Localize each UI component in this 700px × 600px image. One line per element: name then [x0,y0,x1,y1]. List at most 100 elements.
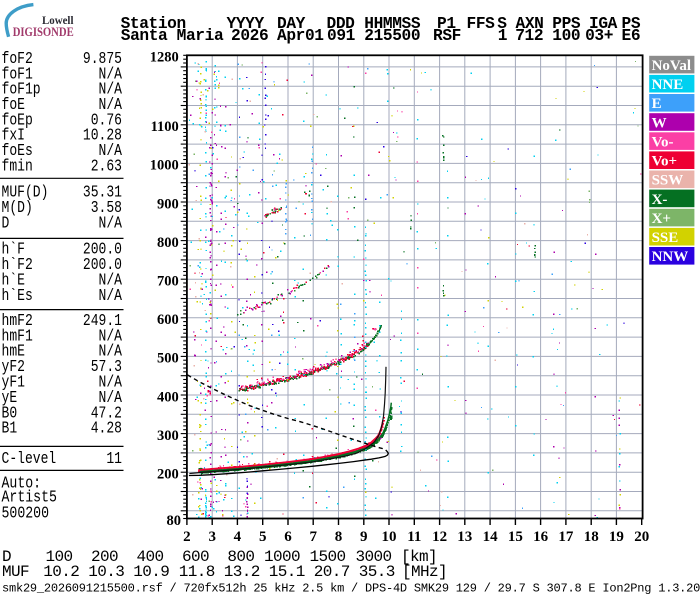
svg-text:DDD: DDD [327,15,356,33]
svg-text:500200: 500200 [2,506,50,524]
svg-text:5: 5 [259,529,267,545]
svg-text:X-: X- [652,192,668,208]
svg-text:yE: yE [2,390,18,408]
svg-text:foF1: foF1 [2,66,33,84]
svg-text:2.63: 2.63 [91,158,122,176]
svg-text:Artist5: Artist5 [2,490,57,508]
svg-text:712: 712 [515,27,543,45]
svg-text:900: 900 [157,196,179,212]
svg-text:16: 16 [533,529,549,545]
svg-text:SSW: SSW [652,173,684,189]
svg-text:800: 800 [227,548,254,566]
svg-text:hmE: hmE [2,343,26,361]
svg-text:M(D): M(D) [2,200,33,218]
svg-text:foEs: foEs [2,143,33,161]
svg-text:20.7: 20.7 [314,563,350,581]
svg-text:10.28: 10.28 [83,127,122,145]
svg-text:MUF(D): MUF(D) [2,184,49,202]
svg-text:47.2: 47.2 [91,405,122,423]
svg-text:100: 100 [46,548,73,566]
svg-text:215500: 215500 [364,27,420,45]
svg-text:h`E: h`E [2,272,26,290]
svg-text:4: 4 [234,529,242,545]
svg-text:80: 80 [167,513,182,529]
svg-text:57.3: 57.3 [91,359,122,377]
svg-text:N/A: N/A [99,66,123,84]
svg-text:N/A: N/A [99,288,123,306]
svg-text:N/A: N/A [99,215,123,233]
svg-text:15.1: 15.1 [269,563,305,581]
svg-text:2: 2 [183,529,191,545]
svg-text:15: 15 [508,529,523,545]
svg-text:6: 6 [284,529,292,545]
svg-text:1280: 1280 [150,50,179,66]
svg-text:20: 20 [634,529,649,545]
svg-text:Vo-: Vo- [652,135,674,151]
svg-text:PS: PS [622,15,641,33]
svg-text:FFS: FFS [467,15,496,33]
svg-text:1500: 1500 [310,548,346,566]
svg-text:11: 11 [106,451,122,469]
svg-text:0.76: 0.76 [91,112,122,130]
svg-text:fmin: fmin [2,158,33,176]
svg-text:C-level: C-level [2,451,57,469]
svg-text:h`F2: h`F2 [2,257,33,275]
svg-text:RSF: RSF [433,27,461,45]
svg-text:Vo+: Vo+ [652,154,678,170]
svg-text:B1: B1 [2,420,18,438]
svg-text:400: 400 [157,389,179,405]
svg-text:N/A: N/A [99,272,123,290]
svg-text:DIGISONDE: DIGISONDE [13,24,74,39]
svg-text:3: 3 [208,529,216,545]
svg-text:MUF: MUF [2,563,29,581]
svg-text:foF2: foF2 [2,51,33,69]
svg-text:8: 8 [335,529,343,545]
svg-text:10.9: 10.9 [133,563,169,581]
svg-text:249.1: 249.1 [83,313,122,331]
svg-text:SSE: SSE [652,230,679,246]
svg-text:foE: foE [2,97,26,115]
svg-text:smk29_2026091215500.rsf / 720f: smk29_2026091215500.rsf / 720fx512h 25 k… [2,581,700,595]
svg-text:13: 13 [457,529,472,545]
svg-text:N/A: N/A [99,343,123,361]
svg-text:HHMMSS: HHMMSS [364,15,421,33]
svg-text:11: 11 [407,529,421,545]
svg-text:N/A: N/A [99,390,123,408]
svg-text:Station: Station [121,15,186,33]
svg-text:091: 091 [327,27,356,45]
svg-text:35.3: 35.3 [359,563,395,581]
svg-text:19: 19 [609,529,624,545]
svg-text:N/A: N/A [99,81,123,99]
svg-text:11.8: 11.8 [179,563,215,581]
svg-text:Apr01: Apr01 [277,27,324,45]
svg-text:9.875: 9.875 [83,51,122,69]
svg-text:Santa Maria: Santa Maria [121,27,224,45]
svg-text:E: E [652,96,662,112]
svg-text:D: D [2,548,11,566]
svg-text:B0: B0 [2,405,18,423]
svg-text:3.58: 3.58 [91,200,122,218]
svg-text:200.0: 200.0 [83,257,122,275]
svg-text:700: 700 [157,274,179,290]
svg-text:1000: 1000 [264,548,300,566]
svg-text:35.31: 35.31 [83,184,122,202]
svg-text:03+: 03+ [585,27,613,45]
svg-text:NNW: NNW [652,249,689,265]
svg-text:7: 7 [309,529,317,545]
svg-text:14: 14 [483,529,499,545]
svg-text:foEp: foEp [2,112,33,130]
svg-text:X+: X+ [652,211,671,227]
svg-text:200: 200 [91,548,118,566]
svg-text:10: 10 [382,529,397,545]
svg-text:3000: 3000 [356,548,392,566]
svg-text:yF1: yF1 [2,374,26,392]
svg-text:18: 18 [584,529,599,545]
svg-text:4.28: 4.28 [91,420,122,438]
svg-text:[MHz]: [MHz] [402,563,447,581]
svg-text:[km]: [km] [401,548,437,566]
svg-text:N/A: N/A [99,143,123,161]
svg-text:P1: P1 [437,15,456,33]
svg-text:9: 9 [360,529,368,545]
svg-text:2026: 2026 [231,27,268,45]
svg-text:13.2: 13.2 [224,563,260,581]
